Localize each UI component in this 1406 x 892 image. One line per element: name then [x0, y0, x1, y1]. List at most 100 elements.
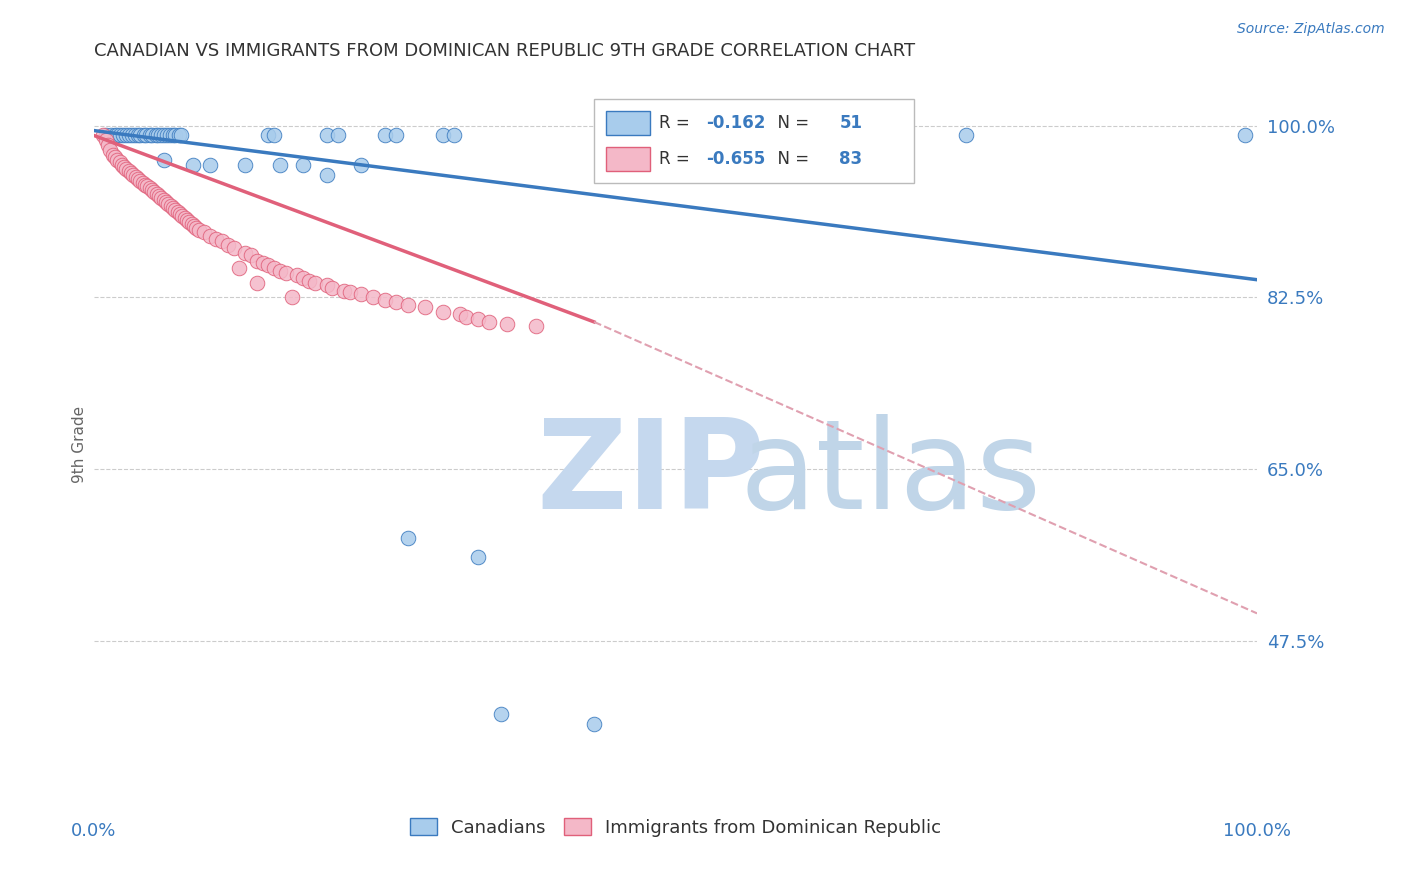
Point [263, 128, 285, 143]
Point [152, 153, 174, 167]
Point [146, 128, 169, 143]
Point [385, 295, 408, 310]
Point [489, 707, 512, 722]
Text: 51: 51 [839, 114, 862, 132]
Point [495, 317, 517, 331]
Point [105, 153, 128, 167]
Point [141, 128, 163, 143]
Text: ZIP: ZIP [536, 414, 765, 534]
Text: -0.655: -0.655 [706, 150, 765, 168]
Point [173, 211, 195, 225]
Point [396, 298, 419, 312]
Point [257, 258, 280, 272]
Point [280, 290, 302, 304]
Point [315, 128, 337, 143]
Point [361, 290, 384, 304]
Point [132, 128, 155, 143]
Point [105, 128, 128, 143]
Point [385, 128, 408, 143]
Point [124, 128, 146, 143]
Point [180, 217, 202, 231]
Point [233, 246, 256, 260]
Point [143, 186, 166, 200]
Point [148, 189, 170, 203]
Point [176, 212, 198, 227]
Point [127, 128, 149, 143]
Point [111, 158, 134, 172]
Point [333, 284, 356, 298]
Point [246, 254, 269, 268]
Point [321, 280, 343, 294]
Point [186, 220, 208, 235]
Point [269, 158, 291, 172]
Point [374, 128, 396, 143]
Point [129, 173, 152, 187]
Point [100, 128, 122, 143]
Point [246, 276, 269, 290]
Point [91, 128, 114, 143]
FancyBboxPatch shape [606, 147, 650, 170]
FancyBboxPatch shape [606, 112, 650, 135]
Point [328, 128, 350, 143]
Point [350, 287, 373, 301]
Text: R =: R = [659, 150, 695, 168]
Point [170, 128, 193, 143]
Point [233, 158, 256, 172]
Point [152, 128, 174, 143]
Point [339, 285, 361, 300]
Point [159, 199, 181, 213]
Point [179, 215, 201, 229]
Point [524, 318, 547, 333]
Point [165, 202, 187, 217]
Point [145, 187, 167, 202]
Text: N =: N = [768, 150, 814, 168]
Point [269, 264, 291, 278]
Point [287, 268, 309, 282]
Point [101, 148, 124, 162]
Point [98, 143, 121, 157]
FancyBboxPatch shape [595, 99, 914, 184]
Point [315, 168, 337, 182]
Text: CANADIAN VS IMMIGRANTS FROM DOMINICAN REPUBLIC 9TH GRADE CORRELATION CHART: CANADIAN VS IMMIGRANTS FROM DOMINICAN RE… [94, 42, 915, 60]
Point [139, 181, 162, 195]
Point [187, 222, 209, 236]
Point [108, 155, 131, 169]
Point [211, 235, 233, 249]
Point [467, 550, 489, 565]
Point [228, 260, 250, 275]
Point [157, 197, 180, 211]
Point [449, 307, 471, 321]
Point [156, 128, 179, 143]
Point [115, 161, 138, 176]
Point [292, 270, 315, 285]
Point [432, 128, 454, 143]
Point [152, 193, 174, 207]
Point [205, 231, 228, 245]
Y-axis label: 9th Grade: 9th Grade [72, 406, 87, 483]
Point [181, 158, 204, 172]
Point [257, 128, 280, 143]
Point [135, 128, 157, 143]
Point [263, 260, 285, 275]
Point [134, 178, 156, 192]
Point [159, 128, 181, 143]
Point [94, 128, 117, 143]
Text: -0.162: -0.162 [706, 114, 765, 132]
Point [583, 717, 606, 731]
Point [222, 241, 245, 255]
Point [118, 128, 141, 143]
Point [94, 133, 117, 147]
Point [129, 128, 152, 143]
Point [169, 207, 191, 221]
Text: N =: N = [768, 114, 814, 132]
Point [200, 158, 222, 172]
Point [217, 238, 239, 252]
Point [145, 128, 167, 143]
Point [252, 256, 274, 270]
Point [467, 312, 489, 326]
Point [127, 171, 149, 186]
Point [200, 228, 222, 243]
Point [167, 128, 190, 143]
Point [132, 176, 155, 190]
Point [165, 128, 187, 143]
